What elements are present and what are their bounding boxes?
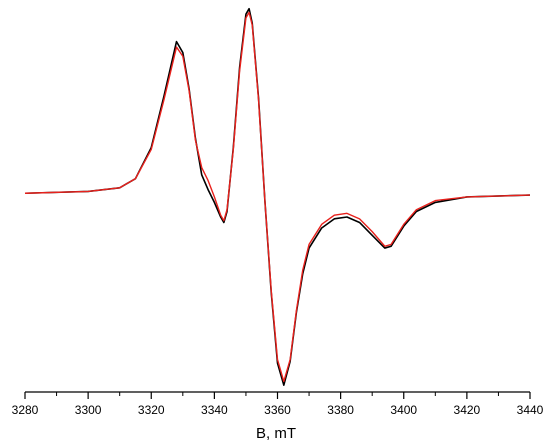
spectrum-line [24, 7, 531, 386]
x-tick-label: 3420 [454, 403, 481, 417]
x-tick-label: 3440 [517, 403, 544, 417]
x-tick-label: 3340 [201, 403, 228, 417]
x-tick-label: 3320 [138, 403, 165, 417]
x-tick-label: 3280 [12, 403, 39, 417]
spectrum-line [24, 11, 531, 383]
x-tick-label: 3300 [75, 403, 102, 417]
x-tick-label: 3380 [327, 403, 354, 417]
x-tick-label: 3360 [264, 403, 291, 417]
x-axis-title: B, mT [256, 425, 296, 442]
x-tick-label: 3400 [390, 403, 417, 417]
